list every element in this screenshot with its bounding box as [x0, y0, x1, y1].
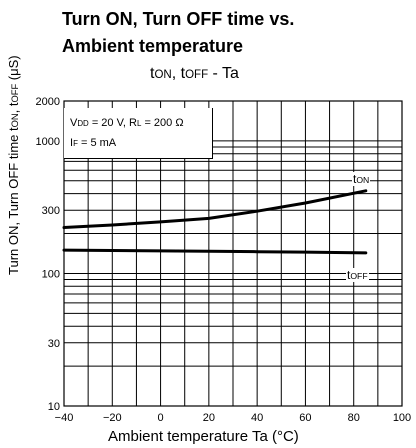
y-tick-label: 10: [48, 401, 60, 413]
y-tick-label: 300: [42, 205, 60, 217]
toff-curve-label: tOFF: [346, 268, 369, 282]
conditions-box: VDD = 20 V, RL = 200 Ω IF = 5 mA: [64, 108, 213, 159]
conditions-line1: VDD = 20 V, RL = 200 Ω: [70, 117, 184, 129]
series-line-ton: [62, 189, 368, 229]
plot-frame: [63, 100, 403, 407]
x-tick-label: 40: [251, 412, 263, 424]
y-tick-label: 100: [42, 268, 60, 280]
x-tick-label: 20: [203, 412, 215, 424]
y-axis-label: Turn ON, Turn OFF time tON, tOFF (μS): [6, 55, 21, 275]
conditions-line2: IF = 5 mA: [70, 137, 117, 149]
series-line-toff: [62, 248, 368, 255]
y-tick-label: 30: [48, 338, 60, 350]
y-tick-label: 1000: [36, 136, 60, 148]
x-tick-label: −20: [103, 412, 122, 424]
x-tick-label: −40: [55, 412, 74, 424]
ton-curve-label: tON: [352, 172, 371, 186]
x-tick-label: 80: [348, 412, 360, 424]
chart-title-line1: Turn ON, Turn OFF time vs.: [62, 9, 295, 29]
chart-subtitle: tON, tOFF - Ta: [150, 65, 239, 82]
x-tick-label: 100: [393, 412, 411, 424]
x-axis-label: Ambient temperature Ta (°C): [108, 428, 299, 445]
x-tick-label: 60: [299, 412, 311, 424]
y-tick-label: 2000: [36, 96, 60, 108]
x-tick-label: 0: [158, 412, 164, 424]
chart-title-line2: Ambient temperature: [62, 36, 244, 56]
